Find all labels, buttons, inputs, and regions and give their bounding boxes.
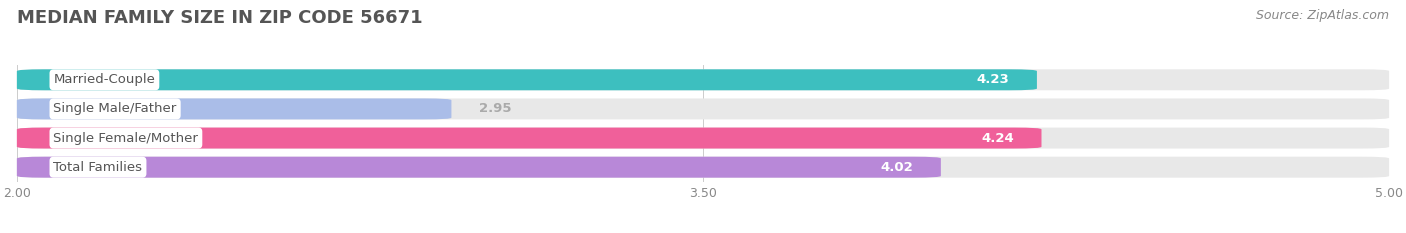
FancyBboxPatch shape <box>17 98 451 119</box>
Text: Single Female/Mother: Single Female/Mother <box>53 132 198 144</box>
FancyBboxPatch shape <box>17 157 1389 178</box>
Text: MEDIAN FAMILY SIZE IN ZIP CODE 56671: MEDIAN FAMILY SIZE IN ZIP CODE 56671 <box>17 9 422 27</box>
Text: 4.24: 4.24 <box>981 132 1014 144</box>
Text: Married-Couple: Married-Couple <box>53 73 155 86</box>
Text: Single Male/Father: Single Male/Father <box>53 103 177 115</box>
FancyBboxPatch shape <box>17 157 941 178</box>
Text: Source: ZipAtlas.com: Source: ZipAtlas.com <box>1256 9 1389 22</box>
FancyBboxPatch shape <box>17 69 1389 90</box>
Text: 4.02: 4.02 <box>880 161 914 174</box>
FancyBboxPatch shape <box>17 128 1042 149</box>
Text: Total Families: Total Families <box>53 161 142 174</box>
Text: 4.23: 4.23 <box>977 73 1010 86</box>
FancyBboxPatch shape <box>17 128 1389 149</box>
FancyBboxPatch shape <box>17 98 1389 119</box>
Text: 2.95: 2.95 <box>479 103 512 115</box>
FancyBboxPatch shape <box>17 69 1036 90</box>
